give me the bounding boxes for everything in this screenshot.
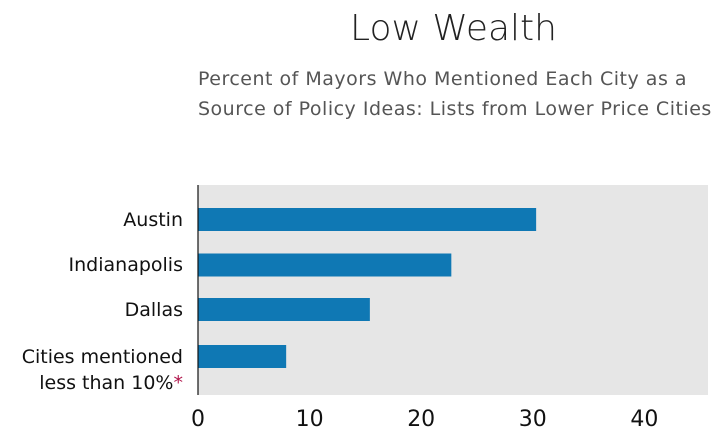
y-tick-label: Austin — [123, 208, 183, 231]
bar — [198, 345, 287, 368]
bar — [198, 253, 452, 277]
x-tick-label: 10 — [296, 407, 324, 432]
x-tick-label: 30 — [519, 407, 547, 432]
y-tick-label-box: Dallas — [0, 297, 183, 323]
footnote-marker: * — [173, 371, 184, 394]
y-tick-label: Dallas — [124, 298, 183, 321]
y-tick-label-box: Austin — [0, 207, 183, 233]
x-tick-label: 40 — [630, 407, 658, 432]
y-tick-label: Cities mentioned less than 10% — [21, 345, 183, 394]
chart-subtitle: Percent of Mayors Who Mentioned Each Cit… — [198, 68, 712, 120]
x-tick-label: 20 — [407, 407, 435, 432]
y-tick-label-box: Cities mentioned less than 10%* — [3, 344, 183, 396]
y-tick-label: Indianapolis — [68, 254, 183, 276]
bar — [198, 208, 537, 231]
chart-title: Low Wealth — [350, 8, 557, 49]
y-tick-label-box: Indianapolis — [0, 252, 183, 278]
x-tick-label: 0 — [191, 407, 205, 432]
bar — [198, 298, 370, 321]
